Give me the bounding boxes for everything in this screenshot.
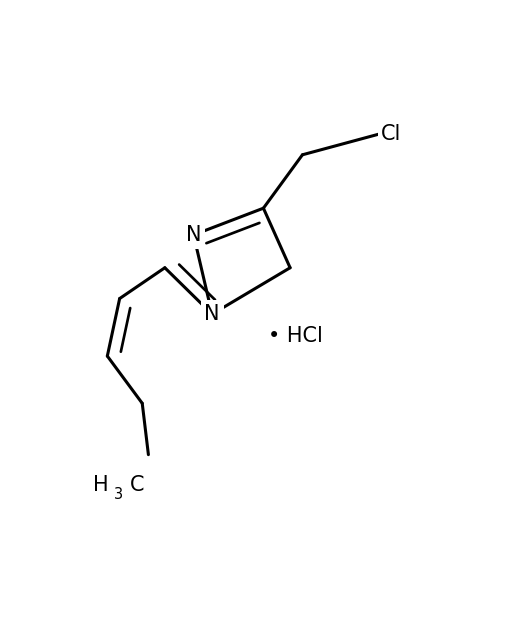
Text: 3: 3	[114, 487, 123, 502]
Text: • HCl: • HCl	[268, 326, 322, 346]
Text: N: N	[205, 304, 220, 324]
Text: N: N	[186, 225, 201, 245]
Text: C: C	[130, 476, 144, 495]
Text: Cl: Cl	[381, 124, 401, 144]
Text: H: H	[93, 476, 109, 495]
